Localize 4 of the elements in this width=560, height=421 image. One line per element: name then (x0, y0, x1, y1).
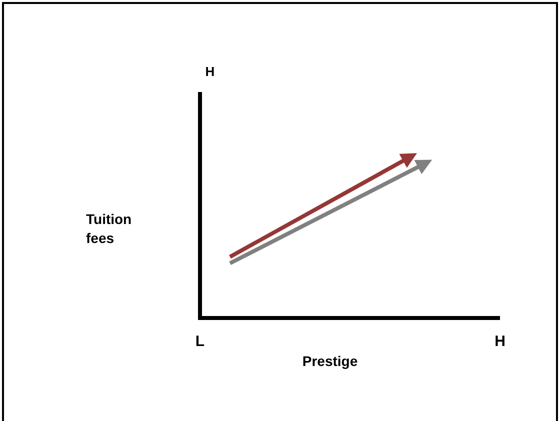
text: H (205, 64, 215, 79)
x-tick-label: L (195, 333, 205, 350)
x-axis-title: Prestige (302, 353, 358, 369)
y-axis-title: Tuition fees (86, 211, 132, 246)
